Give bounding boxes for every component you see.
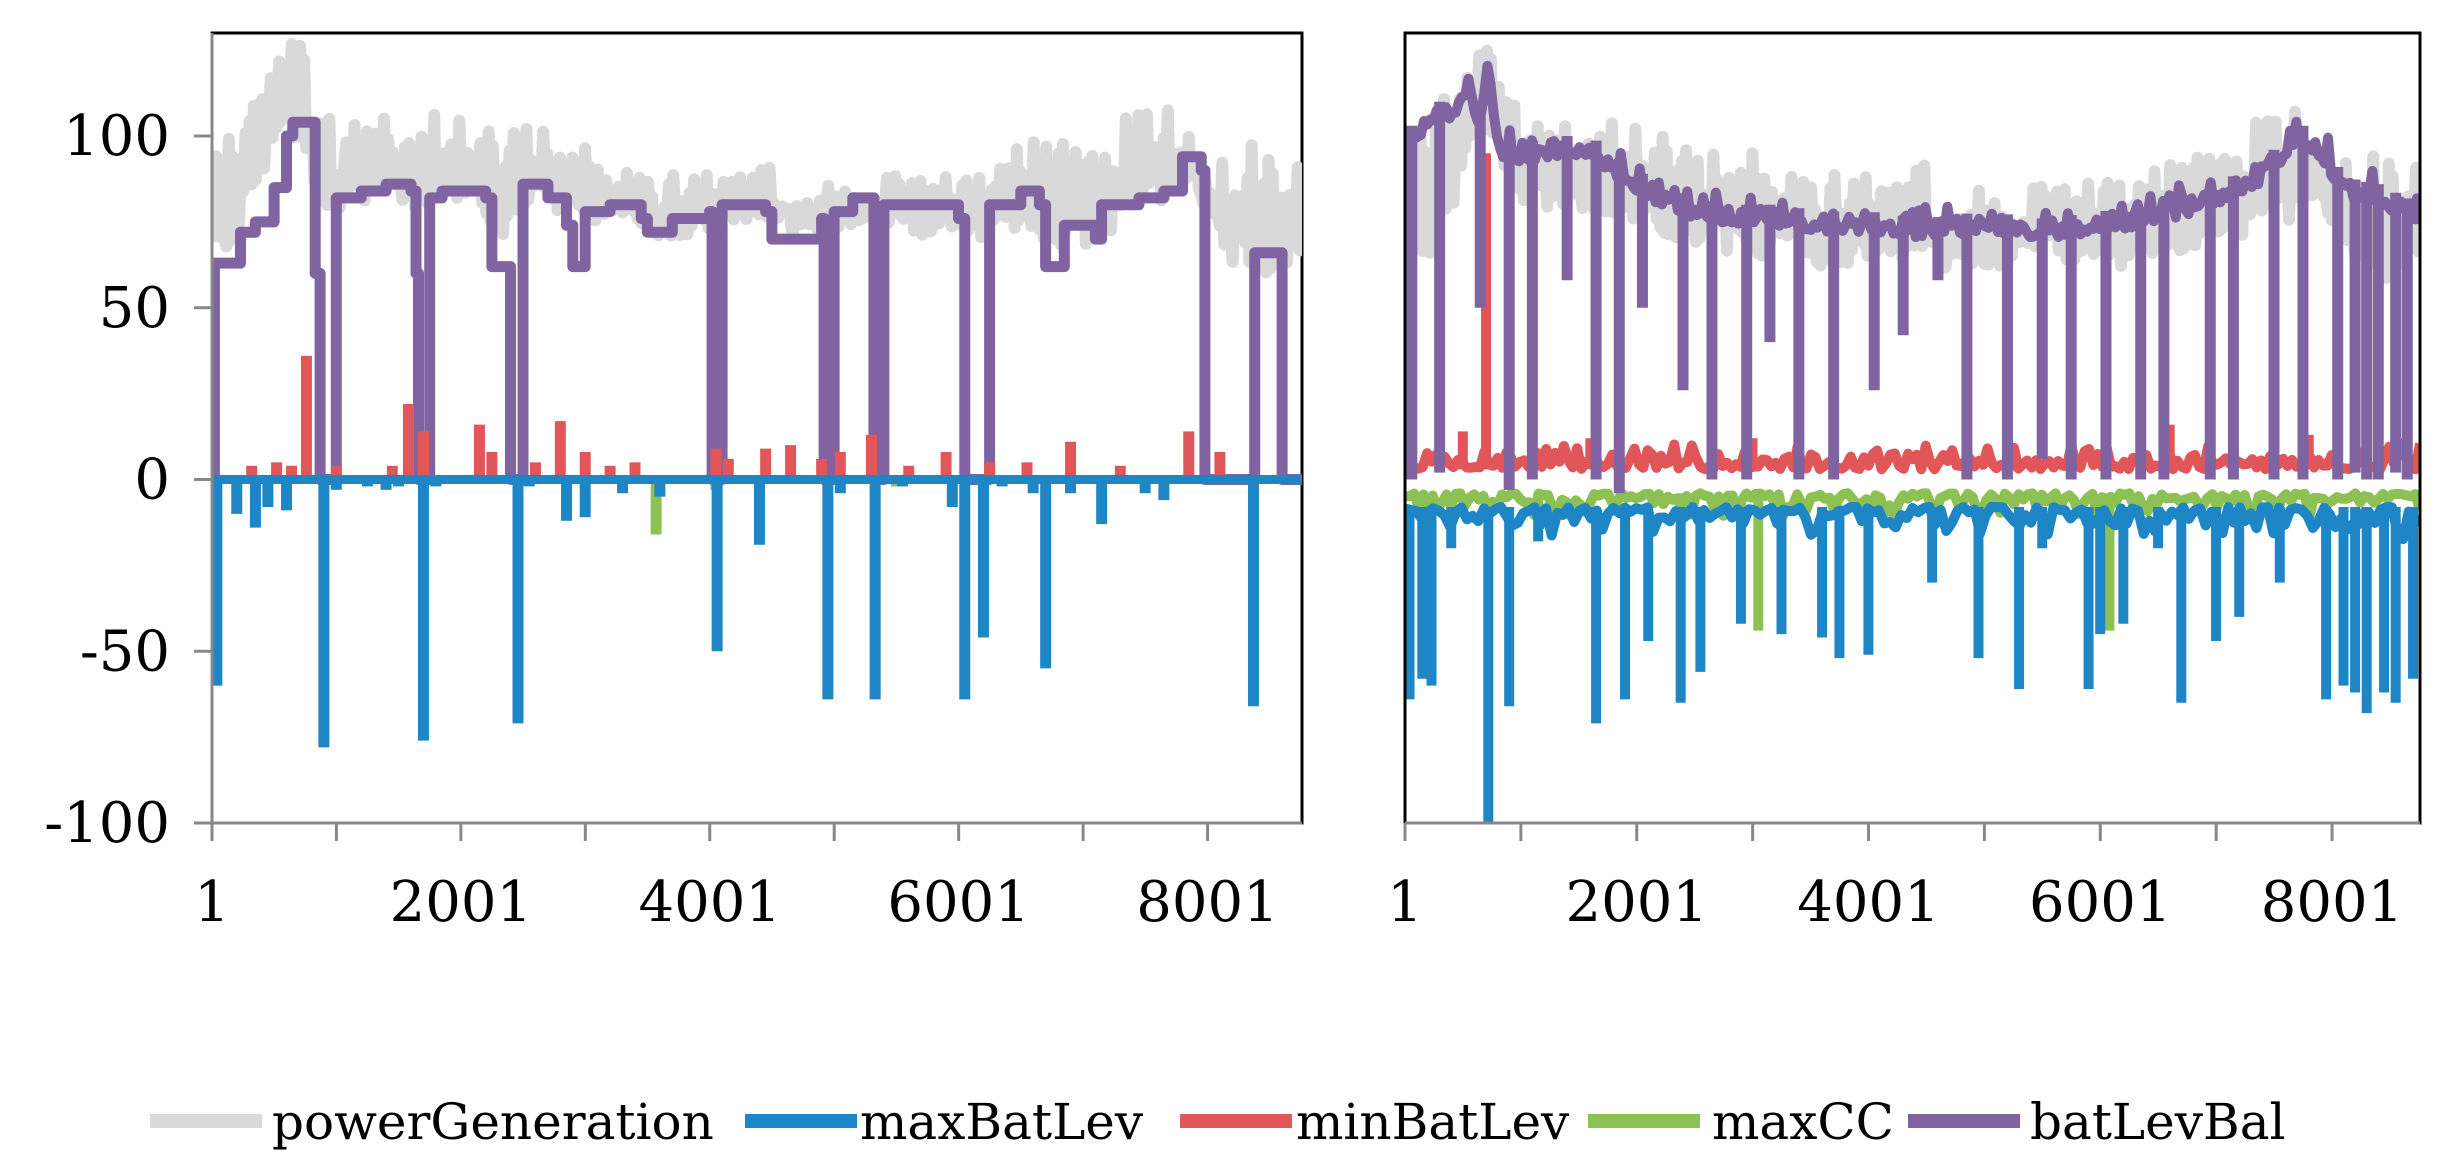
y-tick-label-left-2: 0 [134,448,170,513]
plot-area-right [1405,44,2420,823]
plot-area-left [212,38,1302,748]
series-layer-right [1405,44,2420,823]
series-maxBatLev-left [212,475,1302,748]
x-tick-label-right-2: 4001 [1797,870,1940,935]
series-powerGeneration-left [212,38,1302,279]
legend-item-maxCC: maxCC [1588,1093,1894,1151]
legend-item-maxBatLev: maxBatLev [745,1093,1144,1151]
chart-panel-left: 1 2001 4001 6001 8001 -100 -50 0 50 100 [44,31,1304,935]
x-tick-label-left-0: 1 [194,870,230,935]
maxBatLev-line-right [1405,502,2420,545]
chart-panel-right: 1 2001 4001 6001 8001 [1387,31,2422,935]
minBatLev-line-right [1405,438,2420,475]
batLevBal-line-right [1405,60,2420,243]
x-tick-label-right-3: 6001 [2029,870,2172,935]
series-maxBatLev-right [1405,502,2420,823]
batLevBal-line-left [212,116,1302,486]
y-tick-label-left-1: -50 [80,619,170,684]
y-tick-label-left-4: 100 [63,104,170,169]
legend-item-powerGeneration: powerGeneration [150,1093,714,1151]
x-tick-label-left-3: 6001 [887,870,1030,935]
series-minBatLev-right [1405,153,2420,475]
powerGeneration-line-left [212,38,1302,279]
series-layer-left [212,38,1302,748]
series-minBatLev-left [212,355,1302,485]
y-tick-label-left-3: 50 [99,276,170,341]
legend: powerGeneration maxBatLev minBatLev maxC… [150,1093,2286,1151]
x-tick-label-right-1: 2001 [1566,870,1709,935]
series-batLevBal-right [1405,60,2420,494]
x-tick-label-left-2: 4001 [639,870,782,935]
legend-label-maxCC: maxCC [1712,1093,1894,1151]
legend-label-batLevBal: batLevBal [2030,1093,2286,1151]
x-tick-label-left-4: 8001 [1136,870,1279,935]
legend-item-minBatLev: minBatLev [1180,1093,1570,1151]
legend-label-powerGeneration: powerGeneration [272,1093,714,1151]
legend-item-batLevBal: batLevBal [1908,1093,2286,1151]
legend-label-minBatLev: minBatLev [1296,1093,1570,1151]
x-tick-label-right-0: 1 [1387,870,1423,935]
axes-left: 1 2001 4001 6001 8001 -100 -50 0 50 100 [44,33,1302,935]
axes-right: 1 2001 4001 6001 8001 [1387,821,2420,935]
series-batLevBal-left [212,116,1302,486]
x-tick-label-left-1: 2001 [390,870,533,935]
y-tick-label-left-0: -100 [44,791,170,856]
x-tick-label-right-4: 8001 [2261,870,2404,935]
legend-label-maxBatLev: maxBatLev [860,1093,1144,1151]
